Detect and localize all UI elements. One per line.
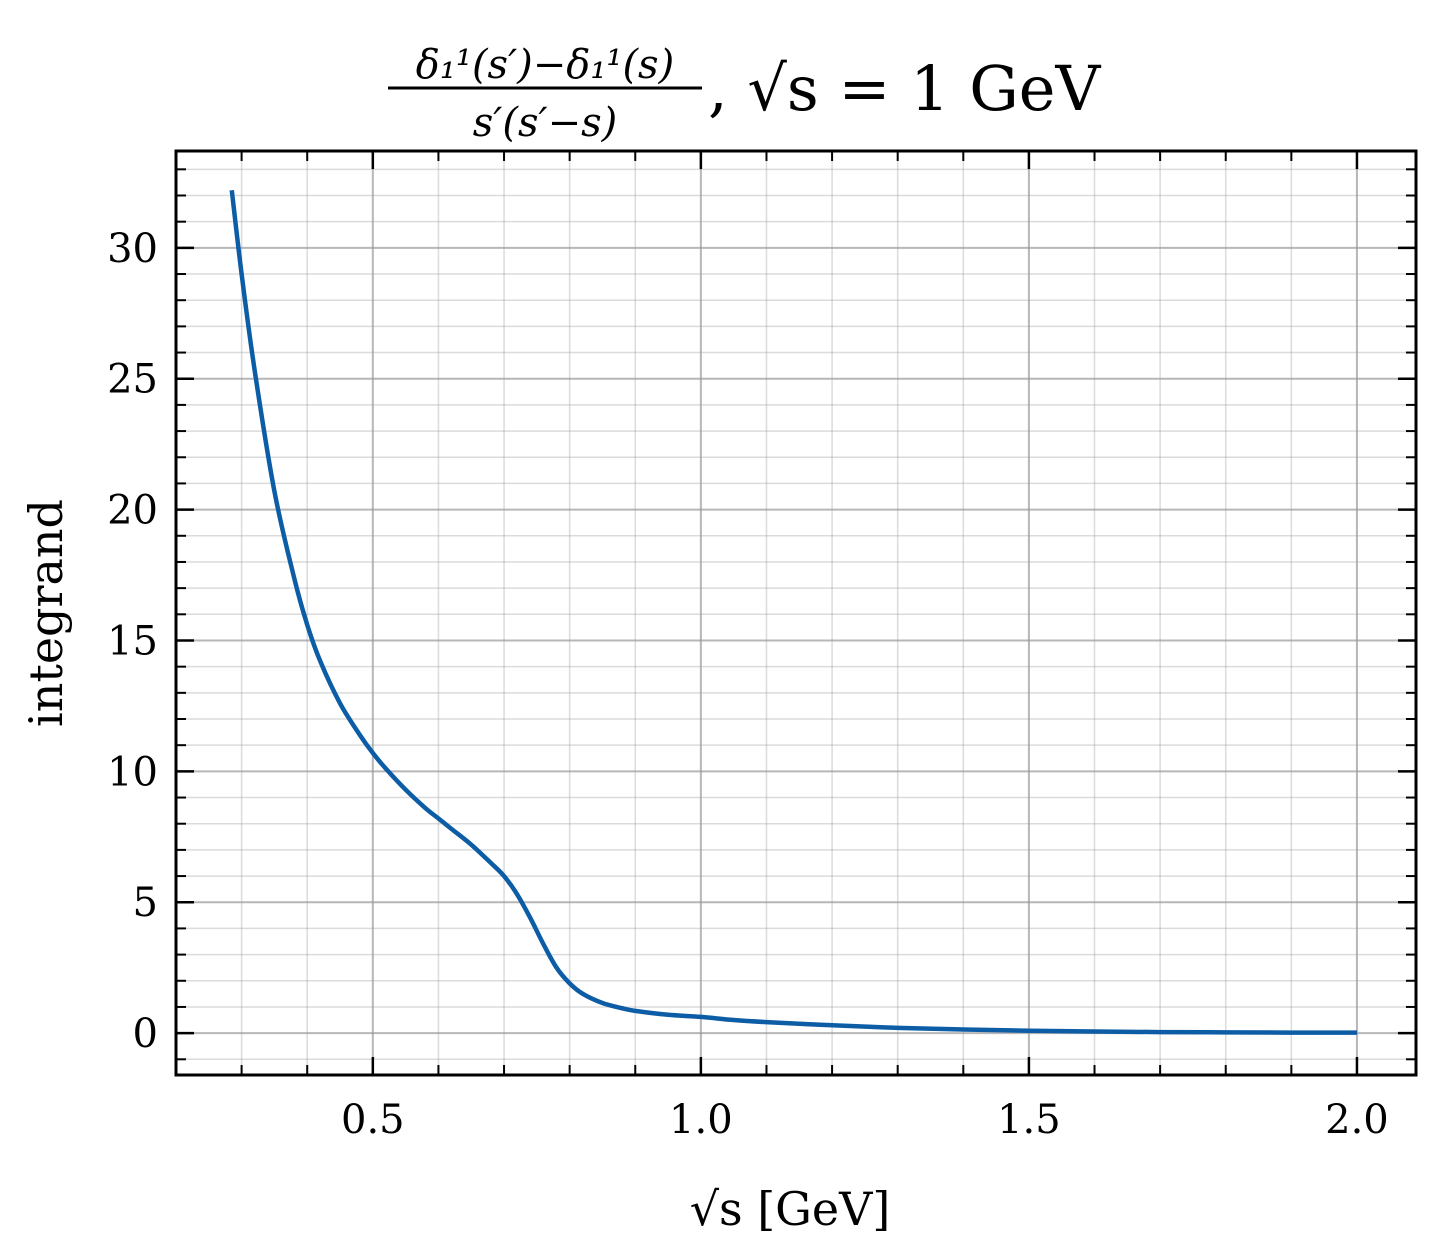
series-layer: [229, 189, 1357, 1035]
y-tick-label: 20: [107, 488, 158, 534]
y-tick-label: 10: [107, 749, 158, 795]
minor-grid: [175, 151, 1416, 1075]
x-tick-label: 2.0: [1325, 1097, 1389, 1143]
y-tick-label: 25: [107, 357, 158, 403]
x-axis-label: √s [GeV]: [690, 1182, 891, 1236]
y-axis-label: integrand: [19, 499, 73, 727]
title-denominator: s′(s′−s): [473, 100, 617, 146]
title-numerator: δ₁¹(s′)−δ₁¹(s): [416, 42, 674, 88]
y-tick-label: 0: [133, 1011, 158, 1057]
ticks-layer: [175, 151, 1416, 1075]
y-tick-label: 30: [107, 226, 158, 272]
title-suffix: , √s = 1 GeV: [708, 52, 1101, 125]
y-tick-label: 5: [133, 880, 158, 926]
major-grid: [176, 151, 1416, 1075]
x-tick-label: 1.5: [997, 1097, 1061, 1143]
tick-labels: 0.5 1.0 1.5 2.0 0 5 10 15 20 25 30: [107, 226, 1389, 1143]
y-tick-label: 15: [107, 618, 158, 664]
plot-frame: [174, 149, 1418, 1077]
x-tick-label: 0.5: [341, 1097, 405, 1143]
chart-title: δ₁¹(s′)−δ₁¹(s) s′(s′−s) , √s = 1 GeV: [388, 42, 1101, 146]
integrand-line: [229, 189, 1357, 1035]
x-tick-label: 1.0: [669, 1097, 733, 1143]
